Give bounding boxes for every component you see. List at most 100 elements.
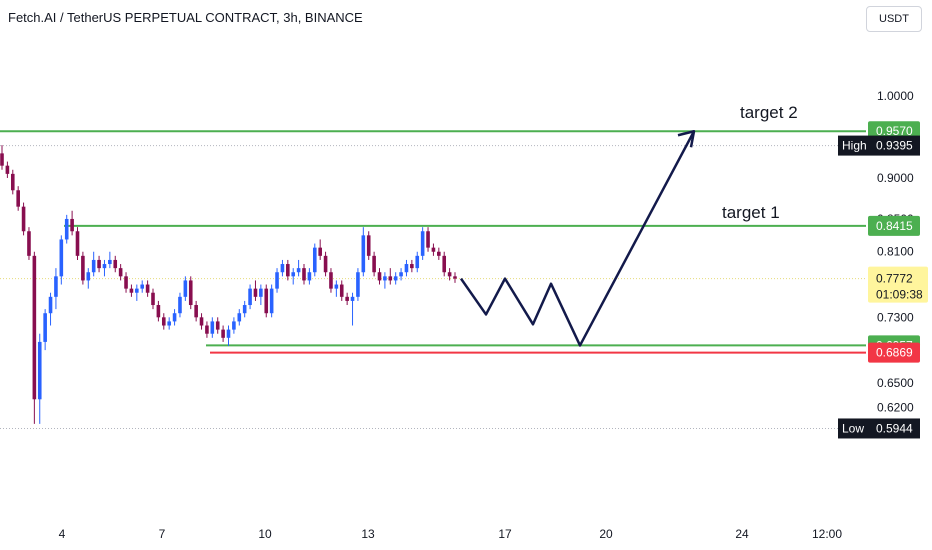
candle-body <box>345 296 349 301</box>
stop-line-badge-text: 0.6869 <box>876 346 913 360</box>
candle-body <box>108 259 112 265</box>
candle-body <box>366 235 371 256</box>
candle-body <box>156 305 161 318</box>
y-tick-label: 0.6500 <box>877 376 914 390</box>
candle-body <box>410 264 414 269</box>
candle-body <box>188 280 193 306</box>
candle-body <box>70 218 74 232</box>
candle-body <box>264 288 269 314</box>
candle-body <box>253 288 258 297</box>
candle-body <box>161 317 166 326</box>
price-axis: 1.00000.90000.85000.81000.73000.65000.62… <box>838 89 928 439</box>
candle-body <box>205 325 209 334</box>
candle-body <box>415 255 420 269</box>
candle-body <box>118 268 123 277</box>
candle-body <box>361 235 366 273</box>
candles <box>0 145 457 424</box>
candle-body <box>37 341 42 400</box>
candle-body <box>91 259 96 273</box>
target-1-line-badge <box>868 215 920 236</box>
candle-body <box>86 272 91 281</box>
candle-body <box>307 272 312 281</box>
candle-body <box>447 272 452 277</box>
candle-body <box>210 321 215 334</box>
candle-body <box>237 313 242 322</box>
currency-button[interactable]: USDT <box>866 6 922 32</box>
low-label: Low <box>842 421 864 435</box>
projection-path <box>459 130 696 347</box>
high-badge <box>838 135 868 156</box>
candle-body <box>140 284 145 289</box>
candle-body <box>431 247 436 252</box>
chart-title: Fetch.AI / TetherUS PERPETUAL CONTRACT, … <box>8 10 363 25</box>
candle-body <box>226 329 231 338</box>
candle-body <box>64 218 69 240</box>
low-value-badge <box>868 418 920 439</box>
candle-body <box>296 268 301 273</box>
candle-body <box>388 276 393 281</box>
candle-body <box>221 329 225 338</box>
candle-body <box>269 288 274 314</box>
candle-body <box>280 264 285 273</box>
candle-body <box>329 272 333 289</box>
candle-body <box>215 321 220 330</box>
candle-body <box>32 255 37 400</box>
x-tick-label: 20 <box>599 527 613 541</box>
candle-body <box>59 239 64 277</box>
candle-body <box>377 272 382 281</box>
x-tick-label: 24 <box>735 527 749 541</box>
x-tick-label: 17 <box>498 527 512 541</box>
candle-body <box>135 288 139 293</box>
candle-body <box>151 292 155 306</box>
x-tick-label: 13 <box>361 527 375 541</box>
candle-body <box>178 296 182 314</box>
candle-body <box>323 255 328 273</box>
candle-body <box>16 190 20 207</box>
current-price-countdown: 01:09:38 <box>876 288 923 302</box>
candle-body <box>404 264 409 273</box>
candle-body <box>54 276 58 297</box>
candle-body <box>21 206 26 232</box>
candle-body <box>113 259 118 269</box>
candle-body <box>48 296 53 314</box>
candle-body <box>372 255 376 273</box>
candle-body <box>242 305 247 314</box>
low-value: 0.5944 <box>876 421 913 435</box>
candle-body <box>27 231 31 256</box>
candle-body <box>286 264 290 277</box>
candle-body <box>453 276 457 279</box>
x-tick-label: 12:00 <box>812 527 842 541</box>
candle-body <box>426 231 430 248</box>
target-1-line-badge-text: 0.8415 <box>876 219 913 233</box>
arrow-head <box>677 129 696 148</box>
candle-body <box>318 247 322 256</box>
time-axis: 4 7 10 13 17 20 24 12:00 <box>59 527 843 541</box>
candle-body <box>393 276 398 281</box>
candle-body <box>194 305 198 318</box>
candle-body <box>312 247 317 273</box>
stop-line-badge <box>868 342 920 363</box>
candle-body <box>275 272 279 289</box>
candle-body <box>232 321 236 330</box>
candle-body <box>81 255 85 281</box>
current-price-value: 0.7772 <box>876 272 913 286</box>
candle-body <box>5 165 10 174</box>
x-tick-label: 4 <box>59 527 66 541</box>
y-tick-label: 0.6200 <box>877 400 914 414</box>
y-tick-label: 0.7300 <box>877 310 914 324</box>
y-tick-label: 0.8100 <box>877 245 914 259</box>
target-2-line-badge-text: 0.9570 <box>876 124 913 138</box>
annotations: target 2 target 1 <box>722 103 798 222</box>
high-label: High <box>842 139 867 153</box>
current-price-badge <box>868 266 928 303</box>
candle-body <box>124 276 128 289</box>
candle-body <box>43 313 47 342</box>
candle-body <box>199 317 204 326</box>
candle-body <box>356 272 360 297</box>
candle-body <box>102 264 107 269</box>
y-tick-label: 0.9000 <box>877 171 914 185</box>
x-tick-label: 10 <box>258 527 272 541</box>
candle-body <box>167 321 171 326</box>
target-1-label: target 1 <box>722 203 780 222</box>
